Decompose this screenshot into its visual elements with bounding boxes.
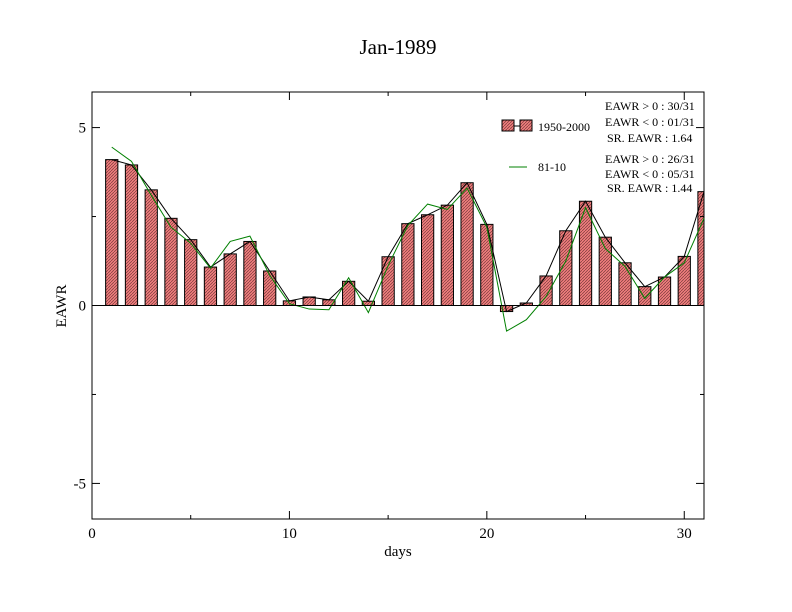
bar-1950-2000 — [460, 182, 474, 306]
y-axis-label: EAWR — [54, 285, 70, 328]
bar-1950-2000 — [144, 189, 158, 307]
stats-1-positive: EAWR > 0 : 30/31 — [605, 99, 695, 113]
bar-1950-2000 — [184, 239, 198, 307]
legend-swatch-1950-2000-left — [501, 119, 515, 132]
stats-2-sr: SR. EAWR : 1.44 — [607, 181, 692, 195]
bar-1950-2000 — [401, 223, 415, 307]
bar-1950-2000 — [440, 204, 454, 306]
x-tick-label: 30 — [677, 526, 692, 542]
y-tick-label: 5 — [79, 121, 87, 137]
bar-1950-2000 — [263, 270, 277, 306]
bar-1950-2000 — [381, 256, 395, 306]
bar-1950-2000 — [203, 266, 218, 307]
x-axis-label: days — [384, 544, 412, 560]
bar-group — [105, 159, 705, 313]
x-tick-label: 20 — [479, 526, 494, 542]
y-tick-label: -5 — [74, 476, 87, 492]
legend: 1950-2000 81-10 — [501, 119, 590, 174]
x-tick-label: 0 — [88, 526, 96, 542]
stats-2-negative: EAWR < 0 : 05/31 — [605, 167, 695, 181]
bar-1950-2000 — [164, 217, 178, 306]
stats-1-sr: SR. EAWR : 1.64 — [607, 131, 692, 145]
bar-1950-2000 — [480, 223, 494, 306]
legend-label-81-10: 81-10 — [538, 160, 566, 174]
legend-label-1950-2000: 1950-2000 — [538, 120, 590, 134]
chart-title: Jan-1989 — [360, 35, 437, 59]
series-line-1950-2000 — [111, 159, 705, 313]
y-tick-label: 0 — [79, 299, 87, 315]
bar-1950-2000 — [124, 164, 139, 306]
series-line-81-10 — [111, 146, 705, 332]
bar-1950-2000 — [243, 240, 257, 306]
stats-block: EAWR > 0 : 30/31 EAWR < 0 : 01/31 SR. EA… — [605, 99, 695, 195]
x-tick-label: 10 — [282, 526, 297, 542]
bar-1950-2000 — [618, 262, 632, 306]
stats-2-positive: EAWR > 0 : 26/31 — [605, 152, 695, 166]
bar-1950-2000 — [638, 286, 652, 307]
bar-1950-2000 — [420, 214, 435, 306]
legend-swatch-1950-2000-right — [519, 119, 533, 132]
bar-1950-2000 — [105, 159, 119, 306]
bar-1950-2000 — [677, 255, 691, 306]
axes: 0 10 20 30 -5 0 5 — [74, 92, 704, 542]
stats-1-negative: EAWR < 0 : 01/31 — [605, 115, 695, 129]
bar-1950-2000 — [223, 253, 237, 306]
line-group — [111, 146, 705, 332]
